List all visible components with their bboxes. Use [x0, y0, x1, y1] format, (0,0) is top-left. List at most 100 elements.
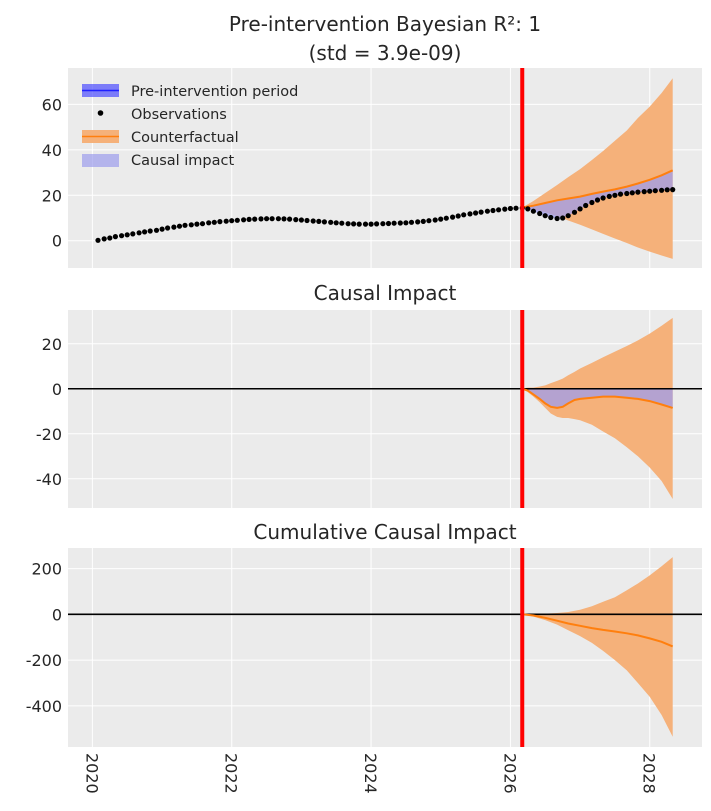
- panel2-title: Causal Impact: [314, 281, 457, 305]
- observation-point: [328, 219, 334, 225]
- observation-point: [147, 228, 153, 234]
- observation-point: [101, 236, 107, 242]
- observation-point: [95, 237, 101, 243]
- observation-point: [635, 189, 641, 195]
- observation-point: [664, 187, 670, 193]
- y-tick-label: 0: [52, 232, 62, 251]
- observation-point: [130, 231, 136, 237]
- x-tick-label: 2022: [222, 753, 241, 794]
- y-tick-label: -40: [36, 470, 62, 489]
- panel1-title-line2: (std = 3.9e-09): [309, 41, 462, 65]
- observation-point: [333, 220, 339, 226]
- observation-point: [316, 218, 322, 224]
- observation-point: [438, 216, 444, 222]
- observation-point: [321, 219, 327, 225]
- observation-point: [617, 191, 624, 197]
- observation-point: [461, 212, 467, 218]
- x-tick-label: 2024: [361, 753, 380, 794]
- observation-point: [107, 235, 113, 241]
- observation-point: [496, 207, 502, 213]
- observation-point: [171, 224, 177, 230]
- observation-point: [571, 209, 578, 215]
- observation-point: [136, 230, 142, 236]
- y-tick-label: 60: [42, 95, 62, 114]
- y-tick-label: 40: [42, 141, 62, 160]
- cumulative-uncertainty-band: [522, 557, 673, 737]
- panel1-title-line1: Pre-intervention Bayesian R²: 1: [229, 12, 541, 36]
- panel-cumulative-impact: Cumulative Causal Impact 200 0 -200 -400 20…: [26, 520, 702, 794]
- observation-point: [443, 215, 449, 221]
- observation-point: [351, 221, 357, 227]
- observation-point: [455, 213, 461, 219]
- observation-point: [670, 187, 676, 193]
- observation-point: [229, 218, 235, 224]
- observation-point: [153, 227, 160, 233]
- y-tick-label: 200: [31, 560, 62, 579]
- observation-point: [223, 218, 229, 224]
- observation-point: [293, 217, 299, 223]
- observation-point: [577, 206, 583, 212]
- observation-point: [548, 214, 554, 221]
- observation-point: [339, 220, 345, 226]
- legend-label-pre-intervention: Pre-intervention period: [131, 84, 298, 100]
- observation-point: [124, 232, 130, 238]
- impact-mean-fill: [522, 388, 673, 408]
- observation-point: [624, 190, 630, 197]
- observation-point: [287, 216, 293, 222]
- observation-point: [530, 208, 537, 214]
- observation-point: [234, 217, 240, 223]
- panel1-y-ticks: 0 20 40 60: [42, 95, 62, 250]
- observation-point: [629, 190, 635, 196]
- observation-point: [484, 208, 490, 214]
- observation-point: [304, 217, 310, 224]
- observation-point: [432, 217, 438, 223]
- observation-point: [403, 220, 409, 226]
- panel3-title: Cumulative Causal Impact: [253, 520, 516, 544]
- observation-point: [374, 221, 380, 227]
- observation-point: [264, 216, 270, 222]
- observation-point: [450, 214, 456, 220]
- observation-point: [594, 197, 601, 203]
- impact-uncertainty-band: [522, 317, 673, 499]
- cumulative-mean-line: [522, 613, 674, 648]
- panel3-plot-area: [68, 548, 702, 747]
- observation-point: [368, 221, 374, 227]
- y-tick-label: -200: [26, 651, 62, 670]
- observation-point: [502, 206, 508, 212]
- panel3-y-ticks: 200 0 -200 -400: [26, 560, 62, 716]
- observation-point: [507, 205, 513, 212]
- observation-point: [426, 218, 432, 224]
- legend-swatch-causal-impact: [82, 154, 119, 167]
- observation-point: [252, 216, 258, 222]
- observation-point: [194, 221, 200, 227]
- observation-point: [583, 202, 589, 209]
- observation-point: [142, 229, 148, 235]
- observation-point: [165, 225, 171, 231]
- observation-point: [269, 216, 275, 222]
- observation-point: [241, 217, 247, 223]
- panel2-y-ticks: 20 0 -20 -40: [36, 335, 62, 489]
- observation-point: [641, 189, 647, 195]
- legend-label-observations: Observations: [131, 107, 227, 123]
- observation-point: [647, 188, 653, 194]
- observation-point: [473, 210, 479, 216]
- observation-point: [246, 216, 252, 222]
- y-tick-label: 20: [42, 335, 62, 354]
- legend-label-counterfactual: Counterfactual: [131, 130, 239, 146]
- observation-point: [182, 222, 188, 228]
- observation-point: [606, 193, 612, 199]
- observation-point: [188, 222, 194, 228]
- observation-point: [397, 220, 403, 226]
- x-tick-label: 2028: [640, 753, 659, 794]
- observation-point: [537, 210, 543, 217]
- observation-point: [600, 195, 606, 201]
- legend: Pre-intervention period Observations Cou…: [82, 84, 298, 169]
- y-tick-label: 20: [42, 186, 62, 205]
- x-axis-ticks: 2020 2022 2024 2026 2028: [82, 753, 658, 794]
- y-tick-label: 0: [52, 605, 62, 624]
- observation-point: [490, 207, 496, 214]
- observation-point: [159, 226, 165, 232]
- panel-pre-intervention: Pre-intervention Bayesian R²: 1 (std = 3…: [42, 12, 702, 268]
- observation-point: [258, 216, 264, 222]
